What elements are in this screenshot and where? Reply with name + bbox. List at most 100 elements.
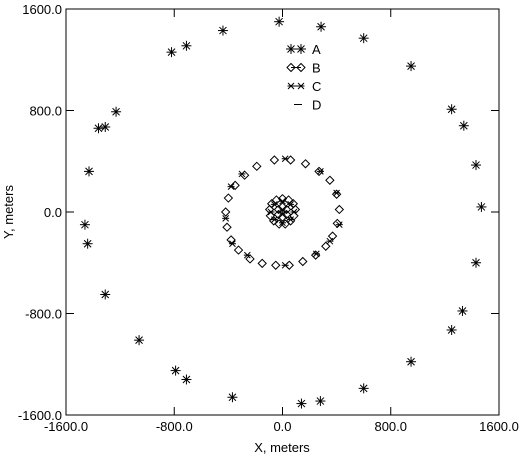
data-point bbox=[79, 219, 90, 230]
data-point bbox=[446, 324, 457, 335]
data-point bbox=[335, 221, 343, 229]
data-point bbox=[470, 160, 481, 171]
data-point bbox=[227, 183, 235, 190]
data-point bbox=[82, 238, 93, 249]
legend-marker bbox=[286, 44, 306, 54]
data-point bbox=[230, 180, 240, 191]
data-point bbox=[239, 170, 250, 180]
data-point bbox=[245, 254, 255, 264]
x-tick-label: 1600.0 bbox=[479, 419, 519, 434]
y-axis-label: Y, meters bbox=[1, 185, 16, 239]
x-tick-label: 800.0 bbox=[374, 419, 407, 434]
legend-marker-symbol bbox=[286, 62, 296, 73]
legend-marker bbox=[287, 82, 305, 90]
data-point bbox=[238, 170, 246, 178]
data-point bbox=[243, 251, 251, 259]
data-point bbox=[281, 209, 292, 220]
data-point bbox=[84, 166, 95, 177]
data-point bbox=[458, 120, 469, 131]
y-tick-label: -1600.0 bbox=[18, 408, 62, 423]
data-point bbox=[269, 155, 280, 165]
data-point bbox=[274, 16, 285, 27]
legend-marker bbox=[286, 62, 306, 73]
series-C bbox=[222, 155, 343, 269]
data-point bbox=[281, 261, 289, 269]
data-point bbox=[316, 21, 327, 32]
data-point bbox=[296, 398, 307, 409]
data-point bbox=[257, 258, 267, 269]
data-point bbox=[134, 335, 145, 346]
data-point bbox=[358, 383, 369, 394]
data-point bbox=[279, 197, 286, 205]
data-point bbox=[111, 106, 122, 117]
data-point bbox=[220, 207, 231, 217]
legend-label: D bbox=[312, 98, 321, 113]
data-point bbox=[281, 155, 289, 163]
data-point bbox=[316, 168, 324, 175]
data-point bbox=[281, 204, 292, 215]
data-point bbox=[406, 61, 417, 72]
data-point bbox=[287, 201, 295, 208]
data-point bbox=[166, 47, 177, 58]
data-point bbox=[270, 201, 278, 208]
data-point bbox=[406, 356, 417, 367]
data-point bbox=[326, 237, 334, 245]
data-point bbox=[217, 25, 228, 36]
data-point bbox=[271, 260, 281, 270]
data-point bbox=[285, 155, 296, 165]
series-A bbox=[79, 16, 487, 409]
data-point bbox=[287, 216, 295, 223]
data-point bbox=[100, 289, 111, 300]
data-point bbox=[446, 104, 457, 115]
data-point bbox=[457, 305, 468, 316]
data-points bbox=[79, 16, 487, 409]
y-tick-label: 0.0 bbox=[44, 205, 62, 220]
legend-item: C bbox=[287, 79, 321, 94]
legend-item: A bbox=[286, 42, 321, 57]
y-tick-label: 800.0 bbox=[29, 104, 62, 119]
data-point bbox=[273, 209, 284, 220]
data-point bbox=[470, 257, 481, 268]
x-axis-label: X, meters bbox=[254, 440, 310, 455]
data-point bbox=[222, 222, 232, 232]
data-point bbox=[285, 216, 296, 226]
data-point bbox=[270, 216, 278, 223]
data-point bbox=[233, 245, 244, 255]
data-point bbox=[279, 219, 286, 227]
tick-labels: -1600.0 -800.0 0.0 800.0 1600.0 1600.0 800.0 0.… bbox=[18, 2, 519, 434]
data-point bbox=[327, 231, 338, 241]
data-point bbox=[277, 212, 288, 222]
series-B bbox=[220, 155, 345, 270]
x-tick-label: -1600.0 bbox=[44, 419, 88, 434]
data-point bbox=[333, 189, 341, 197]
data-point bbox=[290, 208, 298, 216]
legend-label: B bbox=[312, 61, 321, 76]
data-point bbox=[252, 161, 262, 172]
data-point bbox=[222, 214, 230, 222]
data-point bbox=[273, 204, 284, 215]
series-D bbox=[276, 209, 289, 215]
data-point bbox=[358, 33, 369, 44]
data-point bbox=[325, 175, 335, 185]
legend-label: C bbox=[312, 79, 321, 94]
y-tick-label: -800.0 bbox=[25, 307, 62, 322]
legend-item: D bbox=[294, 98, 321, 113]
data-point bbox=[334, 204, 345, 215]
x-tick-label: 0.0 bbox=[273, 419, 291, 434]
axis-ticks bbox=[65, 8, 500, 416]
legend-marker-symbol bbox=[296, 62, 306, 73]
data-point bbox=[331, 189, 342, 199]
data-point bbox=[476, 201, 487, 212]
data-point bbox=[223, 193, 234, 203]
data-point bbox=[181, 374, 192, 385]
data-point bbox=[181, 40, 192, 51]
data-point bbox=[93, 123, 104, 134]
data-point bbox=[298, 256, 308, 267]
data-point bbox=[228, 240, 236, 248]
data-point bbox=[227, 392, 238, 403]
data-point bbox=[170, 365, 181, 376]
data-point bbox=[100, 121, 111, 132]
data-point bbox=[315, 396, 326, 407]
data-point bbox=[277, 202, 288, 212]
